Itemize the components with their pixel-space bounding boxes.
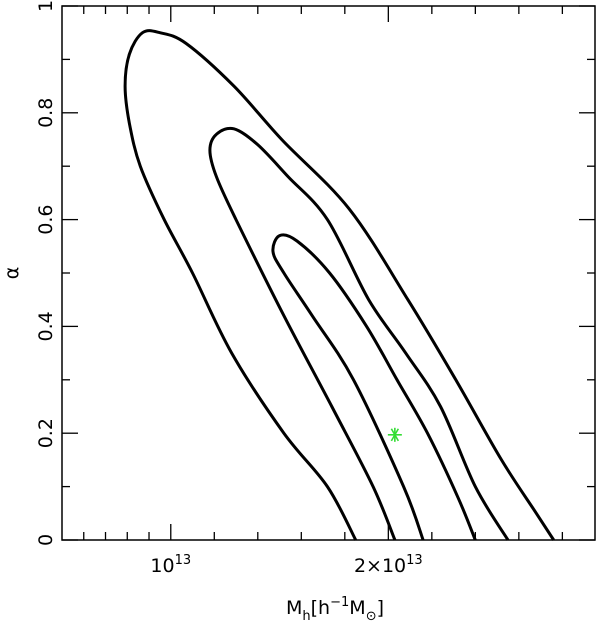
x-tick-label-base: 10 xyxy=(150,555,174,577)
axis-ticks xyxy=(62,5,595,541)
x-tick-label: 1013 xyxy=(150,553,191,577)
x-tick-label-exponent: 13 xyxy=(406,553,423,568)
best-fit-marker xyxy=(387,427,402,442)
y-tick-label: 0 xyxy=(35,534,57,546)
y-axis-label: α xyxy=(1,267,23,280)
x-axis-label-part: ⊙ xyxy=(366,609,377,622)
contour-lines xyxy=(123,29,555,541)
x-tick-label-base: 2×10 xyxy=(354,555,406,577)
x-axis-label: Mh[h−1M⊙] xyxy=(286,595,384,622)
x-axis-label-part: h xyxy=(302,609,310,622)
y-tick-label: 0.6 xyxy=(35,204,57,234)
x-axis-label-part: −1 xyxy=(330,595,349,610)
contour-middle xyxy=(208,126,510,541)
contour-inner xyxy=(271,233,477,541)
x-tick-label: 2×1013 xyxy=(354,553,423,577)
x-axis-label-part: ] xyxy=(377,597,384,619)
y-tick-label: 1 xyxy=(35,0,57,12)
x-axis-label-part: M xyxy=(286,597,302,619)
x-tick-label-exponent: 13 xyxy=(175,553,192,568)
y-tick-label: 0.4 xyxy=(35,311,57,341)
y-tick-label: 0.2 xyxy=(35,418,57,448)
x-axis-label-part: [h xyxy=(311,597,330,619)
x-axis-label-part: M xyxy=(349,597,365,619)
contour-outer xyxy=(123,29,555,541)
y-tick-label: 0.8 xyxy=(35,98,57,128)
